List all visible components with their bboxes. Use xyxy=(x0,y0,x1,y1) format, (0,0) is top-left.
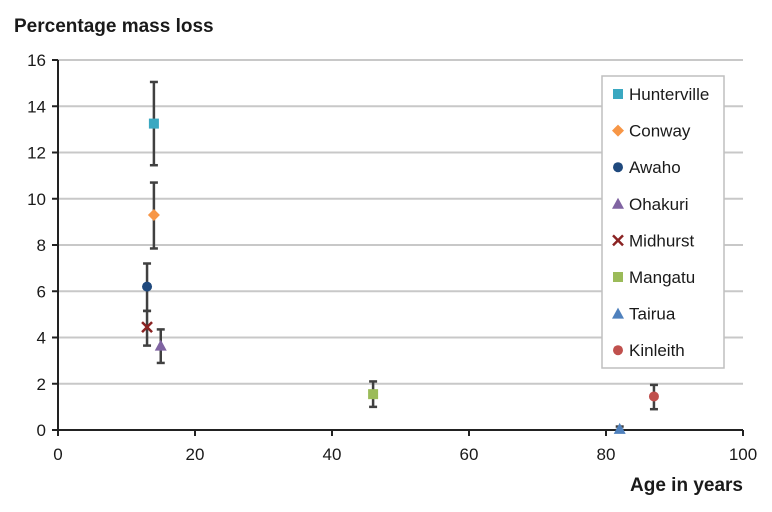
legend-marker-conway xyxy=(612,124,624,137)
legend-marker-midhurst xyxy=(612,234,624,247)
point-midhurst xyxy=(141,321,153,333)
legend-item-mangatu: Mangatu xyxy=(613,268,695,287)
legend-item-kinleith: Kinleith xyxy=(613,341,685,360)
legend-marker-ohakuri xyxy=(612,197,624,209)
point-group-ohakuri xyxy=(154,328,167,365)
legend-item-conway: Conway xyxy=(612,122,691,141)
point-group-hunterville xyxy=(148,80,159,167)
point-group-awaho xyxy=(142,262,153,313)
x-tick-label-100: 100 xyxy=(729,445,757,464)
data-points xyxy=(141,80,659,434)
x-tick-label-60: 60 xyxy=(460,445,479,464)
legend-label-conway: Conway xyxy=(629,122,691,141)
legend-label-awaho: Awaho xyxy=(629,158,681,177)
point-tairua xyxy=(613,422,626,434)
y-tick-label-12: 12 xyxy=(27,144,46,163)
point-group-kinleith xyxy=(648,383,659,411)
legend-label-kinleith: Kinleith xyxy=(629,341,685,360)
y-tick-label-14: 14 xyxy=(27,97,46,116)
x-tick-label-80: 80 xyxy=(597,445,616,464)
point-midhurst-stroke-b xyxy=(141,321,153,333)
legend-item-midhurst: Midhurst xyxy=(612,231,694,250)
y-ticks: 0 2 4 6 8 10 12 14 16 xyxy=(27,51,58,440)
y-tick-label-10: 10 xyxy=(27,190,46,209)
gridlines xyxy=(58,59,743,385)
legend-label-mangatu: Mangatu xyxy=(629,268,695,287)
legend-label-midhurst: Midhurst xyxy=(629,231,694,250)
point-awaho xyxy=(142,281,153,292)
legend-item-ohakuri: Ohakuri xyxy=(612,195,689,214)
y-tick-label-16: 16 xyxy=(27,51,46,70)
point-group-midhurst xyxy=(141,309,153,347)
legend-marker-mangatu xyxy=(613,272,623,282)
point-group-conway xyxy=(147,181,160,250)
legend: Hunterville Conway Awaho Ohakuri Midhurst Man… xyxy=(601,75,725,369)
legend-box xyxy=(601,75,725,369)
point-group-tairua xyxy=(613,422,626,434)
legend-marker-awaho xyxy=(613,162,623,173)
x-tick-label-0: 0 xyxy=(53,445,62,464)
legend-item-tairua: Tairua xyxy=(612,305,676,324)
x-tick-label-40: 40 xyxy=(323,445,342,464)
y-tick-label-4: 4 xyxy=(37,329,46,348)
y-tick-label-2: 2 xyxy=(37,375,46,394)
y-tick-label-0: 0 xyxy=(37,421,46,440)
x-ticks: 0 20 40 60 80 100 xyxy=(53,430,757,464)
legend-marker-kinleith xyxy=(613,345,623,356)
point-ohakuri xyxy=(154,339,167,351)
point-conway xyxy=(147,208,160,221)
point-mangatu xyxy=(368,389,379,400)
point-group-mangatu xyxy=(368,380,379,409)
legend-marker-midhurst-stroke-b xyxy=(612,234,624,247)
y-axis-label: Percentage mass loss xyxy=(14,16,214,37)
point-kinleith xyxy=(648,391,659,402)
x-tick-label-20: 20 xyxy=(186,445,205,464)
legend-item-hunterville: Hunterville xyxy=(613,85,709,104)
legend-label-tairua: Tairua xyxy=(629,305,676,324)
x-axis-label: Age in years xyxy=(630,475,743,496)
point-hunterville xyxy=(148,118,159,129)
legend-item-awaho: Awaho xyxy=(613,158,681,177)
legend-label-hunterville: Hunterville xyxy=(629,85,709,104)
legend-label-ohakuri: Ohakuri xyxy=(629,195,689,214)
legend-marker-tairua xyxy=(612,307,624,319)
legend-marker-hunterville xyxy=(613,89,623,99)
y-tick-label-8: 8 xyxy=(37,236,46,255)
y-tick-label-6: 6 xyxy=(37,282,46,301)
